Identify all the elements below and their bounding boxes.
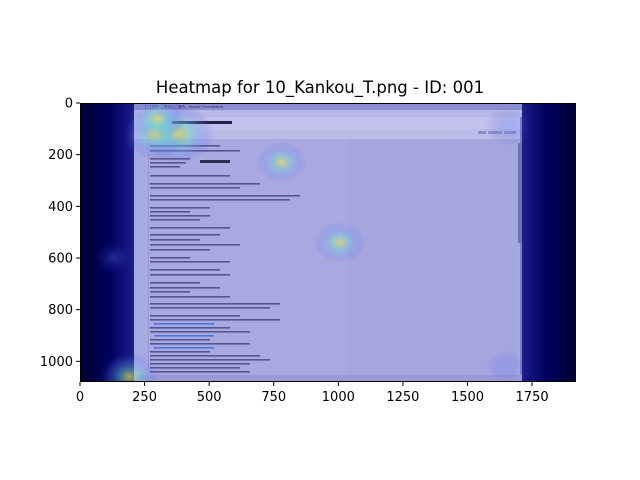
x-tick-label: 750 xyxy=(261,390,286,405)
background-screenshot: 【ご注意】ご宿泊のご案内 - Mozilla Thunderbird xyxy=(134,103,522,382)
heatmap-hotspot xyxy=(255,141,308,184)
heatmap-hotspots xyxy=(93,103,533,382)
chart-title: Heatmap for 10_Kankou_T.png - ID: 001 xyxy=(155,78,485,97)
x-tick-label: 1250 xyxy=(386,390,419,405)
x-tick-label: 0 xyxy=(76,390,84,405)
heatmap-hotspot xyxy=(484,107,533,146)
x-axis: 0 250 500 750 1000 1250 1500 1750 xyxy=(76,382,549,405)
heatmap-hotspot xyxy=(313,221,366,264)
heatmap-hotspot xyxy=(129,103,186,141)
x-tick-label: 1000 xyxy=(322,390,355,405)
heatmap-hotspot xyxy=(486,350,527,382)
x-tick-label: 250 xyxy=(132,390,157,405)
y-tick-label: 800 xyxy=(48,303,73,318)
x-tick-label: 1750 xyxy=(516,390,549,405)
y-tick-label: 400 xyxy=(48,200,73,215)
heatmap-plot-area: 【ご注意】ご宿泊のご案内 - Mozilla Thunderbird xyxy=(80,103,576,382)
heatmap-hotspot xyxy=(99,352,160,382)
y-axis: 0 200 400 600 800 1000 xyxy=(40,97,80,370)
heatmap-canvas: 【ご注意】ご宿泊のご案内 - Mozilla Thunderbird xyxy=(80,103,576,382)
y-tick-label: 600 xyxy=(48,252,73,267)
y-tick-label: 0 xyxy=(65,97,73,112)
x-tick-label: 500 xyxy=(197,390,222,405)
y-tick-label: 1000 xyxy=(40,355,73,370)
x-tick-label: 1500 xyxy=(451,390,484,405)
y-tick-label: 200 xyxy=(48,148,73,163)
heatmap-hotspot xyxy=(93,242,134,274)
